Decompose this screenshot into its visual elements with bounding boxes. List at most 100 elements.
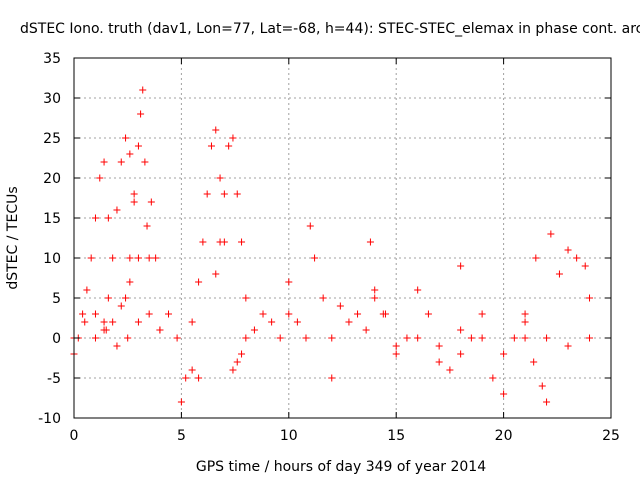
- data-point: [381, 310, 389, 318]
- data-point: [81, 318, 89, 326]
- data-point: [354, 310, 362, 318]
- series-arc9: [229, 278, 293, 374]
- data-point: [79, 310, 87, 318]
- y-tick-label: 25: [43, 131, 61, 147]
- y-tick-label: -10: [38, 411, 61, 427]
- data-point: [126, 254, 134, 262]
- data-point: [457, 350, 465, 358]
- data-point: [87, 254, 95, 262]
- data-point: [435, 358, 443, 366]
- data-point: [117, 302, 125, 310]
- data-point: [113, 342, 121, 350]
- data-point: [126, 150, 134, 158]
- data-point: [113, 206, 121, 214]
- x-tick-label: 5: [177, 428, 186, 444]
- data-point: [216, 174, 224, 182]
- data-point: [543, 398, 551, 406]
- data-point: [293, 318, 301, 326]
- data-point: [532, 254, 540, 262]
- data-point: [207, 142, 215, 150]
- data-point: [555, 270, 563, 278]
- data-point: [276, 334, 284, 342]
- data-point: [229, 134, 237, 142]
- data-point: [141, 158, 149, 166]
- series-arc11: [328, 238, 387, 342]
- data-point: [306, 222, 314, 230]
- data-point: [586, 294, 594, 302]
- series-arc7: [188, 126, 228, 326]
- data-point: [122, 134, 130, 142]
- data-point: [336, 302, 344, 310]
- y-tick-label: 20: [43, 171, 61, 187]
- y-tick-label: -5: [47, 371, 61, 387]
- data-point: [188, 366, 196, 374]
- data-point: [238, 238, 246, 246]
- data-point: [478, 310, 486, 318]
- data-point: [199, 238, 207, 246]
- data-point: [521, 334, 529, 342]
- data-point: [285, 310, 293, 318]
- data-point: [96, 174, 104, 182]
- data-point: [573, 254, 581, 262]
- y-tick-label: 30: [43, 91, 61, 107]
- data-point: [543, 334, 551, 342]
- data-point: [521, 310, 529, 318]
- series-arc5: [70, 310, 164, 350]
- data-point: [564, 246, 572, 254]
- data-point: [152, 254, 160, 262]
- data-point: [467, 334, 475, 342]
- data-point: [302, 334, 310, 342]
- chart-title: dSTEC Iono. truth (dav1, Lon=77, Lat=-68…: [20, 21, 640, 37]
- data-point: [268, 318, 276, 326]
- x-tick-label: 20: [495, 428, 513, 444]
- data-point: [165, 310, 173, 318]
- data-point: [581, 262, 589, 270]
- data-point: [156, 326, 164, 334]
- data-point: [242, 294, 250, 302]
- data-point: [233, 358, 241, 366]
- data-point: [435, 342, 443, 350]
- series-arc3: [122, 86, 153, 302]
- data-point: [259, 310, 267, 318]
- data-point: [100, 318, 108, 326]
- data-point: [285, 278, 293, 286]
- data-point: [414, 286, 422, 294]
- y-tick-label: 5: [52, 291, 61, 307]
- data-point: [547, 230, 555, 238]
- data-point: [134, 142, 142, 150]
- data-point: [371, 286, 379, 294]
- data-point: [195, 278, 203, 286]
- data-point: [147, 198, 155, 206]
- points-layer: [70, 86, 594, 406]
- data-point: [233, 190, 241, 198]
- plot-frame: [73, 57, 612, 419]
- data-point: [100, 158, 108, 166]
- series-arc4: [91, 198, 160, 342]
- data-point: [91, 334, 99, 342]
- data-point: [238, 350, 246, 358]
- data-point: [371, 294, 379, 302]
- series-arc14: [521, 230, 594, 406]
- data-point: [130, 198, 138, 206]
- data-point: [521, 318, 529, 326]
- data-point: [102, 326, 110, 334]
- data-point: [319, 294, 327, 302]
- data-point: [500, 390, 508, 398]
- y-tick-label: 35: [43, 51, 61, 67]
- y-tick-label: 0: [52, 331, 61, 347]
- series-arc10: [285, 222, 336, 382]
- data-point: [366, 238, 374, 246]
- y-tick-label: 10: [43, 251, 61, 267]
- data-point: [311, 254, 319, 262]
- data-point: [182, 374, 190, 382]
- data-point: [109, 318, 117, 326]
- x-tick-label: 10: [280, 428, 298, 444]
- data-point: [143, 222, 151, 230]
- data-point: [104, 214, 112, 222]
- data-point: [122, 294, 130, 302]
- y-axis-title: dSTEC / TECUs: [5, 186, 21, 289]
- series-arc2: [100, 134, 138, 326]
- data-point: [212, 270, 220, 278]
- data-point: [328, 334, 336, 342]
